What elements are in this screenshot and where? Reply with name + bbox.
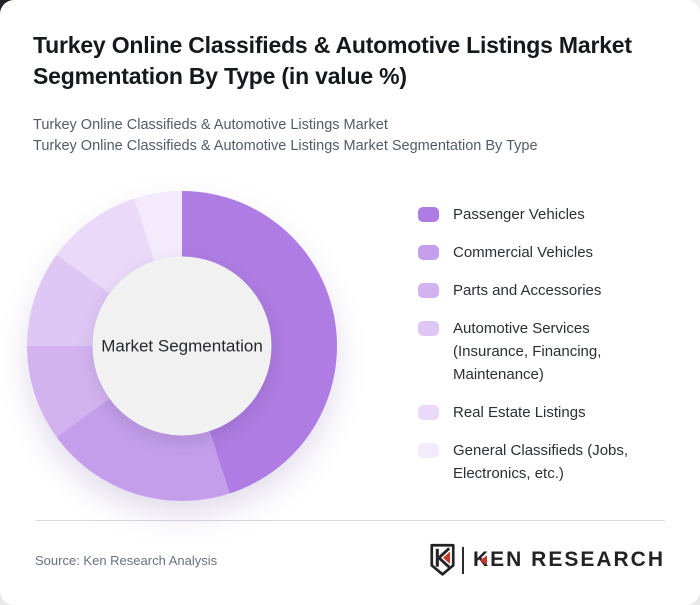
legend-swatch [418, 283, 439, 298]
legend-item: Automotive Services (Insurance, Financin… [418, 317, 653, 386]
legend-swatch [418, 245, 439, 260]
legend-swatch [418, 443, 439, 458]
legend-item: Commercial Vehicles [418, 241, 653, 264]
page-title: Turkey Online Classifieds & Automotive L… [33, 32, 632, 89]
legend-label: General Classifieds (Jobs, Electronics, … [453, 442, 629, 482]
legend-swatch [418, 207, 439, 222]
source-note: Source: Ken Research Analysis [35, 552, 218, 568]
chart-area: Market Segmentation Passenger Vehicles Co… [0, 191, 700, 501]
ken-shield-icon [430, 543, 455, 576]
chart-legend: Passenger Vehicles Commercial Vehicles Par… [418, 203, 653, 500]
legend-label: Parts and Accessories [453, 282, 602, 299]
logo-red-arrow-icon [479, 555, 487, 566]
ken-research-logo: K EN RESEARCH [429, 543, 665, 577]
donut-chart: Market Segmentation [27, 191, 337, 501]
footer-divider [35, 520, 665, 521]
legend-item: Parts and Accessories [418, 279, 653, 302]
legend-label: Commercial Vehicles [453, 244, 594, 261]
legend-label: Real Estate Listings [453, 404, 586, 421]
legend-swatch [418, 405, 439, 420]
legend-item: Passenger Vehicles [418, 203, 653, 226]
subtitle-line-2: Turkey Online Classifieds & Automotive L… [33, 138, 538, 154]
subtitle-block: Turkey Online Classifieds & Automotive L… [33, 115, 667, 157]
logo-k: K [472, 548, 491, 571]
legend-item: Real Estate Listings [418, 401, 653, 424]
donut-center: Market Segmentation [92, 256, 272, 436]
subtitle-line-1: Turkey Online Classifieds & Automotive L… [33, 117, 388, 133]
legend-label: Automotive Services (Insurance, Financin… [453, 320, 602, 383]
donut-center-label: Market Segmentation [101, 336, 263, 355]
legend-label: Passenger Vehicles [453, 206, 585, 223]
footer: Source: Ken Research Analysis K EN RESEAR… [35, 543, 665, 577]
logo-wordmark: K EN RESEARCH [473, 548, 665, 572]
legend-item: General Classifieds (Jobs, Electronics, … [418, 439, 653, 485]
logo-separator [461, 546, 464, 574]
logo-wordmark-rest: EN RESEARCH [490, 548, 665, 571]
legend-swatch [418, 321, 439, 336]
